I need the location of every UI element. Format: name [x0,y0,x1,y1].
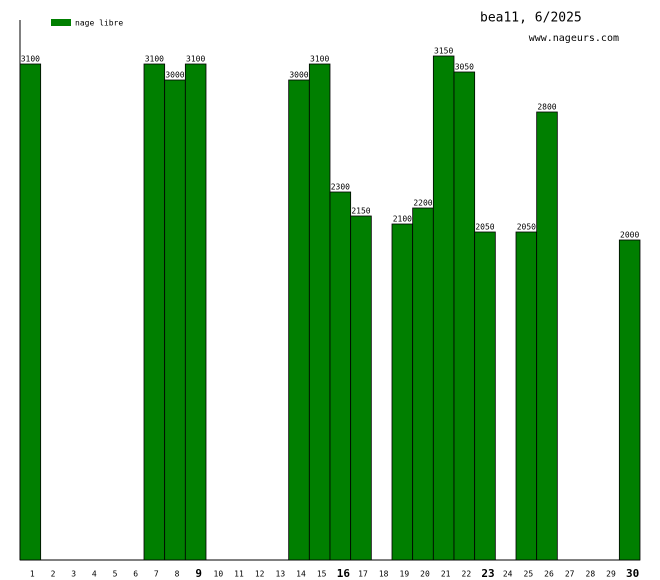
x-tick-label: 7 [154,570,159,579]
x-tick-label: 3 [71,570,76,579]
x-tick-label: 4 [92,570,97,579]
value-label: 2150 [351,207,370,216]
value-label: 3100 [21,55,40,64]
bar [474,231,496,561]
value-label: 3100 [145,55,164,64]
value-label: 2050 [475,223,494,232]
bar [453,71,476,561]
value-label: 3100 [310,55,329,64]
chart-title: bea11, 6/2025 [480,11,582,26]
x-tick-label: 10 [214,570,224,579]
value-label: 2300 [331,183,350,192]
x-tick-label: 17 [358,570,368,579]
bar [536,111,558,561]
value-label: 2200 [413,199,432,208]
legend-swatch [51,19,71,26]
x-tick-label: 11 [234,570,244,579]
bar [308,63,331,561]
x-tick-label: 15 [317,570,327,579]
chart-subtitle: www.nageurs.com [529,33,619,44]
value-label: 3050 [455,63,474,72]
x-tick-label: 28 [586,570,596,579]
x-tick-label: 6 [133,570,138,579]
bar [412,207,434,561]
value-label: 2100 [393,215,412,224]
x-tick-label: 9 [195,567,202,580]
bar [432,55,455,561]
x-tick-label: 29 [606,570,616,579]
x-tick-label: 12 [255,570,265,579]
value-label: 3000 [289,71,308,80]
x-tick-label: 1 [30,570,35,579]
x-tick-label: 22 [462,570,472,579]
value-label: 3000 [165,71,184,80]
legend-label: nage libre [75,19,123,28]
bar [515,231,538,561]
x-tick-label: 21 [441,570,451,579]
x-tick-label: 18 [379,570,389,579]
bar [164,79,186,561]
bar [184,63,207,561]
x-tick-label: 25 [524,570,534,579]
bar [391,223,414,561]
x-tick-label: 14 [296,570,306,579]
value-label: 2800 [537,103,556,112]
x-tick-label: 8 [175,570,180,579]
bar [618,239,641,561]
bar [288,79,310,561]
x-tick-label: 13 [276,570,286,579]
value-label: 2000 [620,231,639,240]
bar [143,63,166,561]
x-tick-label: 26 [544,570,554,579]
value-label: 3150 [434,47,453,56]
x-tick-label: 27 [565,570,575,579]
bar [350,215,372,561]
x-tick-label: 16 [337,567,351,580]
value-label: 2050 [517,223,536,232]
x-tick-label: 23 [481,567,494,580]
x-tick-label: 20 [420,570,430,579]
bar [19,63,42,561]
x-tick-label: 24 [503,570,513,579]
x-tick-label: 30 [626,567,639,580]
x-tick-label: 2 [51,570,56,579]
x-tick-label: 19 [400,570,410,579]
value-label: 3100 [186,55,205,64]
bar [329,191,352,561]
x-tick-label: 5 [113,570,118,579]
